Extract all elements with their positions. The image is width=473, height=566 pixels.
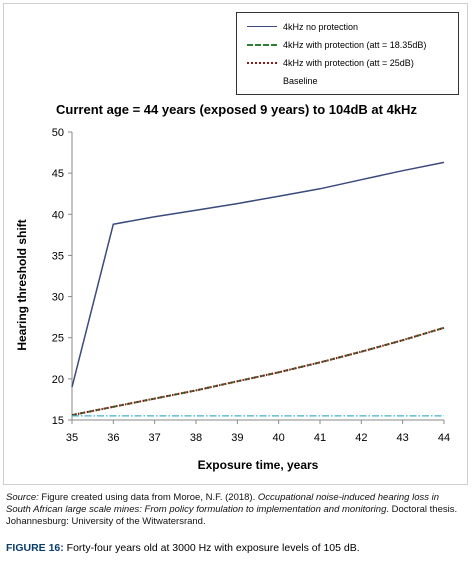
- source-title: Occupational noise-induced hearing loss …: [6, 492, 440, 515]
- x-tick-label: 36: [107, 432, 119, 444]
- source-label: Source:: [6, 492, 39, 503]
- y-tick-label: 45: [52, 168, 64, 180]
- legend-item: 4kHz no protection: [237, 19, 458, 35]
- x-tick-label: 43: [397, 432, 409, 444]
- x-tick-label: 39: [231, 432, 243, 444]
- source-note: Source: Figure created using data from M…: [6, 492, 466, 528]
- legend-label: 4kHz no protection: [283, 22, 359, 32]
- series-line: [71, 326, 445, 417]
- source-text: Figure created using data from Moroe, N.…: [38, 492, 258, 503]
- source-tail: . Doctoral thesis. Johannesburg: Univers…: [6, 504, 458, 527]
- series-line: [71, 161, 445, 388]
- x-tick-label: 35: [66, 432, 78, 444]
- y-tick-label: 30: [52, 292, 64, 304]
- legend-label: 4kHz with protection (att = 25dB): [283, 58, 414, 68]
- y-tick-label: 50: [52, 127, 64, 139]
- y-tick-label: 25: [52, 333, 64, 345]
- x-tick-label: 38: [190, 432, 202, 444]
- legend-swatch: [247, 26, 277, 27]
- figure-label: FIGURE 16:: [6, 542, 64, 554]
- legend-item: 4kHz with protection (att = 18.35dB): [237, 37, 458, 53]
- y-axis-label: Hearing threshold shift: [15, 219, 29, 351]
- legend-item: Baseline: [237, 73, 458, 89]
- y-tick-label: 35: [52, 250, 64, 262]
- x-tick-label: 41: [314, 432, 326, 444]
- figure-text: Forty-four years old at 3000 Hz with exp…: [63, 542, 360, 554]
- x-axis-label: Exposure time, years: [197, 458, 319, 472]
- x-tick-label: 40: [273, 432, 285, 444]
- series-line: [71, 326, 445, 417]
- y-tick-label: 20: [52, 374, 64, 386]
- legend: 4kHz no protection 4kHz with protection …: [236, 12, 459, 95]
- x-tick-label: 44: [438, 432, 450, 444]
- y-tick-label: 40: [52, 209, 64, 221]
- x-tick-label: 37: [149, 432, 161, 444]
- legend-item: 4kHz with protection (att = 25dB): [237, 55, 458, 71]
- legend-label: 4kHz with protection (att = 18.35dB): [283, 40, 427, 50]
- x-tick-label: 42: [355, 432, 367, 444]
- legend-label: Baseline: [283, 76, 318, 86]
- y-tick-label: 15: [52, 415, 64, 427]
- legend-swatch: [247, 62, 277, 64]
- legend-swatch: [247, 44, 277, 46]
- chart-title: Current age = 44 years (exposed 9 years)…: [56, 102, 417, 117]
- chart-frame: [3, 3, 468, 485]
- chart-plot: 35 36 37 38 39 40 41 42 43 44 15 20 25 30 35 40 45 50: [52, 127, 450, 444]
- figure-caption: FIGURE 16: Forty-four years old at 3000 …: [6, 541, 466, 555]
